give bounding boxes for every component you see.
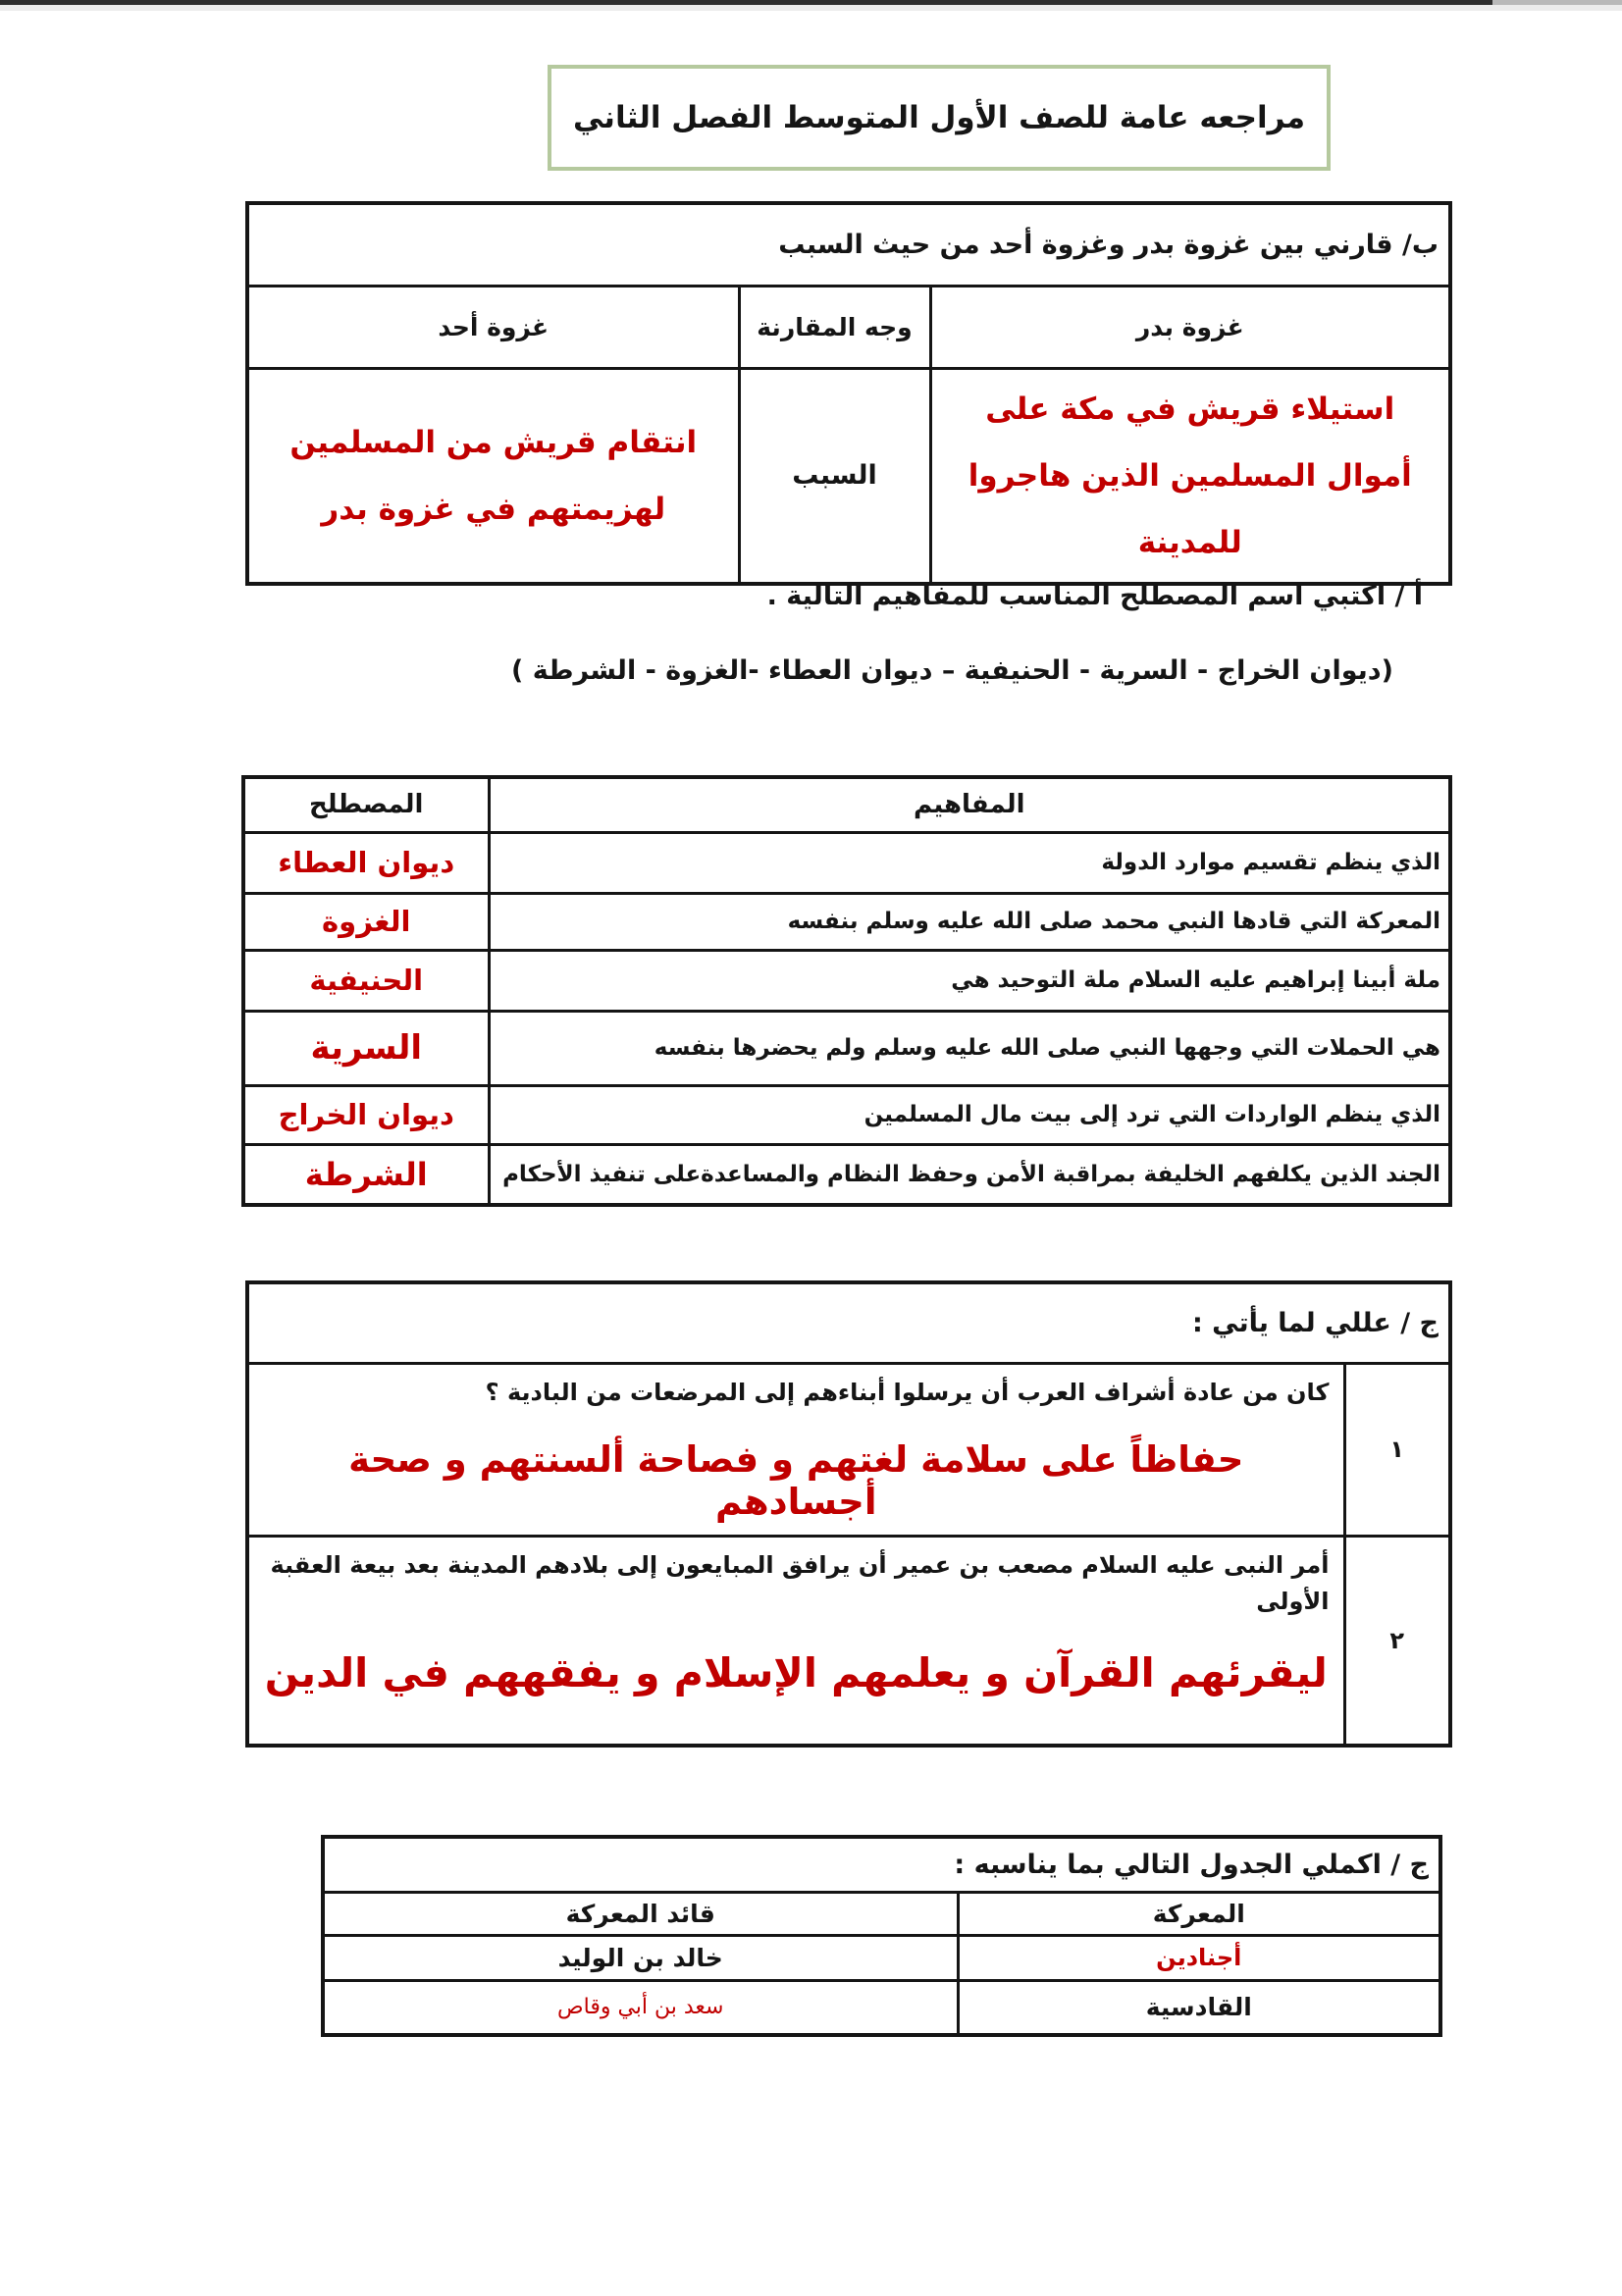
concept-row: الجند الذين يكلفهم الخليفة بمراقبة الأمن… xyxy=(241,1142,1452,1207)
concept-row: ملة أبينا إبراهيم عليه السلام ملة التوحي… xyxy=(241,948,1452,1013)
complete-section-header: ج / اكملي الجدول التالي بما يناسبه : xyxy=(321,1835,1442,1894)
row-number: ١ xyxy=(1342,1361,1452,1538)
column-header-uhud: غزوة أحد xyxy=(245,284,741,370)
compare-header-row: ب/ قارني بين غزوة بدر وغزوة أحد من حيث ا… xyxy=(245,201,1452,287)
term-cell: ديوان العطاء xyxy=(241,830,491,895)
concept-row: الذي ينظم تقسيم موارد الدولة ديوان العطا… xyxy=(241,830,1452,895)
term-cell: ديوان الخراج xyxy=(241,1083,491,1146)
justify-row: ١ كان من عادة أشراف العرب أن يرسلوا أبنا… xyxy=(245,1361,1452,1538)
row-number: ٢ xyxy=(1342,1534,1452,1748)
compare-section-header: ب/ قارني بين غزوة بدر وغزوة أحد من حيث ا… xyxy=(245,201,1452,287)
leader-cell: خالد بن الوليد xyxy=(321,1933,960,1982)
term-cell: الغزوة xyxy=(241,891,491,952)
top-window-bar xyxy=(0,0,1622,11)
concept-cell: ملة أبينا إبراهيم عليه السلام ملة التوحي… xyxy=(487,948,1452,1013)
column-header-badr: غزوة بدر xyxy=(928,284,1452,370)
uhud-cause-cell: انتقام قريش من المسلمين لهزيمتهم في غزوة… xyxy=(245,366,741,586)
question-text: كان من عادة أشراف العرب أن يرسلوا أبناءه… xyxy=(485,1378,1330,1406)
justify-section-header: ج / عللي لما يأتي : xyxy=(245,1280,1452,1365)
aspect-cell: السبب xyxy=(737,366,932,586)
term-cell: الحنيفية xyxy=(241,948,491,1013)
concept-cell: الجند الذين يكلفهم الخليفة بمراقبة الأمن… xyxy=(487,1142,1452,1207)
term-cell: السرية xyxy=(241,1009,491,1087)
compare-data-row: استيلاء قريش في مكة على أموال المسلمين ا… xyxy=(245,366,1452,586)
compare-columns-row: غزوة بدر وجه المقارنة غزوة أحد xyxy=(245,284,1452,370)
answer-text: ليقرئهم القرآن و يعلمهم الإسلام و يفقههم… xyxy=(264,1649,1328,1697)
complete-header-row: ج / اكملي الجدول التالي بما يناسبه : xyxy=(321,1835,1442,1894)
page-title: مراجعه عامة للصف الأول المتوسط الفصل الث… xyxy=(572,100,1306,135)
term-cell: الشرطة xyxy=(241,1142,491,1207)
question-answer-cell: كان من عادة أشراف العرب أن يرسلوا أبناءه… xyxy=(245,1361,1346,1538)
concepts-header-row: المفاهيم المصطلح xyxy=(241,775,1452,834)
column-header-aspect: وجه المقارنة xyxy=(737,284,932,370)
justify-table: ج / عللي لما يأتي : ١ كان من عادة أشراف … xyxy=(245,1280,1452,1748)
section-a-options: (ديوان الخراج - السرية - الحنيفية – ديوا… xyxy=(510,655,1393,686)
justify-header-row: ج / عللي لما يأتي : xyxy=(245,1280,1452,1365)
concepts-column-header: المفاهيم xyxy=(487,775,1452,834)
battle-row: القادسية سعد بن أبي وقاص xyxy=(321,1978,1442,2037)
question-text: أمر النبى عليه السلام مصعب بن عمير أن ير… xyxy=(270,1550,1330,1615)
concept-cell: الذي ينظم الواردات التي ترد إلى بيت مال … xyxy=(487,1083,1452,1146)
badr-cause-cell: استيلاء قريش في مكة على أموال المسلمين ا… xyxy=(928,366,1452,586)
concept-cell: المعركة التي قادها النبي محمد صلى الله ع… xyxy=(487,891,1452,952)
term-column-header: المصطلح xyxy=(241,775,491,834)
column-header-battle: المعركة xyxy=(956,1890,1442,1937)
complete-table: ج / اكملي الجدول التالي بما يناسبه : الم… xyxy=(321,1835,1442,2037)
concept-row: هي الحملات التي وجهها النبي صلى الله علي… xyxy=(241,1009,1452,1087)
title-box: مراجعه عامة للصف الأول المتوسط الفصل الث… xyxy=(548,65,1331,171)
concepts-table: المفاهيم المصطلح الذي ينظم تقسيم موارد ا… xyxy=(241,775,1452,1207)
column-header-leader: قائد المعركة xyxy=(321,1890,960,1937)
concept-cell: الذي ينظم تقسيم موارد الدولة xyxy=(487,830,1452,895)
battle-row: أجنادين خالد بن الوليد xyxy=(321,1933,1442,1982)
justify-row: ٢ أمر النبى عليه السلام مصعب بن عمير أن … xyxy=(245,1534,1452,1748)
answer-text: حفاظاً على سلامة لغتهم و فصاحة ألسنتهم و… xyxy=(348,1437,1244,1523)
battle-cell: أجنادين xyxy=(956,1933,1442,1982)
compare-table: ب/ قارني بين غزوة بدر وغزوة أحد من حيث ا… xyxy=(245,201,1452,587)
concept-row: الذي ينظم الواردات التي ترد إلى بيت مال … xyxy=(241,1083,1452,1146)
concept-cell: هي الحملات التي وجهها النبي صلى الله علي… xyxy=(487,1009,1452,1087)
leader-cell: سعد بن أبي وقاص xyxy=(321,1978,960,2037)
complete-columns-row: المعركة قائد المعركة xyxy=(321,1890,1442,1937)
question-answer-cell: أمر النبى عليه السلام مصعب بن عمير أن ير… xyxy=(245,1534,1346,1748)
battle-cell: القادسية xyxy=(956,1978,1442,2037)
concept-row: المعركة التي قادها النبي محمد صلى الله ع… xyxy=(241,891,1452,952)
section-a-prompt: أ / اكتبي اسم المصطلح المناسب للمفاهيم ا… xyxy=(766,581,1423,611)
